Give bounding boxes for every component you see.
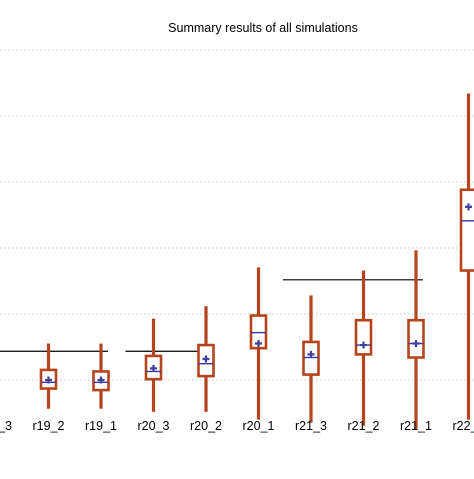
box-body-r20-1 bbox=[249, 314, 268, 350]
x-tick-label-r20-1: r20_1 bbox=[243, 419, 275, 433]
box-r19-1 bbox=[92, 343, 110, 409]
box-body-r21-2 bbox=[354, 318, 373, 356]
box-body-r21-3 bbox=[302, 340, 320, 376]
box-r21-3 bbox=[302, 295, 320, 423]
mean-marker-r20-3 bbox=[150, 364, 157, 372]
x-tick-label-r19-3: r19_3 bbox=[0, 419, 12, 433]
x-tick-label-r19-1: r19_1 bbox=[85, 419, 117, 433]
boxes-layer bbox=[39, 93, 474, 429]
mean-marker-r19-1 bbox=[97, 376, 105, 384]
box-r21-2 bbox=[354, 270, 373, 426]
x-tick-label-r21-2: r21_2 bbox=[348, 419, 380, 433]
mean-marker-r21-3 bbox=[307, 350, 315, 358]
x-tick-label-r19-2: r19_2 bbox=[33, 419, 65, 433]
box-r21-1 bbox=[407, 250, 425, 429]
x-tick-label-r20-3: r20_3 bbox=[138, 419, 170, 433]
mean-marker-r20-1 bbox=[255, 340, 262, 348]
box-r20-3 bbox=[144, 318, 163, 412]
x-tick-label-r21-3: r21_3 bbox=[295, 419, 327, 433]
mean-marker-r21-2 bbox=[360, 341, 367, 349]
mean-marker-r20-2 bbox=[202, 355, 210, 363]
x-tick-label-r22-3: r22_3 bbox=[453, 419, 474, 433]
box-r20-1 bbox=[249, 267, 268, 420]
box-body-r21-1 bbox=[407, 318, 425, 359]
grid-layer bbox=[0, 49, 474, 381]
x-tick-labels-layer: r19_3 r19_2 r19_1 r20_3 r20_2 r20_1 r21_3 r21_2… bbox=[0, 419, 474, 433]
mean-marker-r19-2 bbox=[45, 376, 52, 384]
mean-marker-r22-3 bbox=[465, 203, 472, 211]
x-tick-label-r20-2: r20_2 bbox=[190, 419, 222, 433]
chart-title: Summary results of all simulations bbox=[168, 21, 358, 35]
box-r19-2 bbox=[39, 343, 58, 409]
box-r20-2 bbox=[197, 306, 215, 412]
x-tick-label-r21-1: r21_1 bbox=[400, 419, 432, 433]
box-r22-3 bbox=[459, 93, 474, 420]
mean-marker-r21-1 bbox=[412, 340, 420, 348]
box-body-r22-3 bbox=[459, 188, 474, 272]
